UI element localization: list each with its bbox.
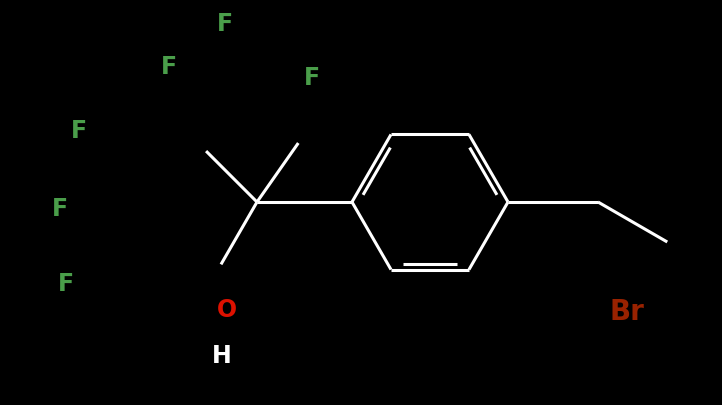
Text: F: F: [52, 196, 69, 220]
Text: F: F: [58, 271, 74, 296]
Text: O: O: [217, 297, 237, 321]
Text: F: F: [161, 55, 178, 79]
Text: F: F: [304, 65, 320, 89]
Text: F: F: [217, 12, 233, 36]
Text: F: F: [71, 119, 87, 143]
Text: Br: Br: [609, 297, 644, 325]
Text: H: H: [212, 343, 232, 367]
